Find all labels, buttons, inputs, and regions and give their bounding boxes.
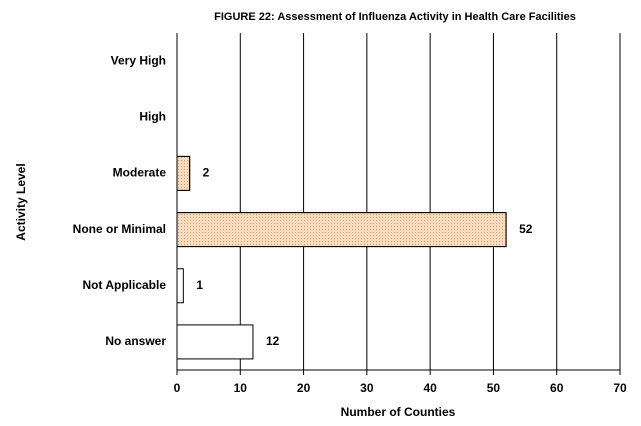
y-tick-label: High bbox=[139, 109, 166, 123]
bar-texture bbox=[176, 212, 507, 248]
data-label: 1 bbox=[196, 278, 203, 292]
chart-title: FIGURE 22: Assessment of Influenza Activ… bbox=[214, 11, 576, 23]
bar bbox=[176, 268, 184, 304]
bar bbox=[176, 324, 254, 360]
x-tick-label: 60 bbox=[550, 381, 564, 395]
bar-texture bbox=[176, 155, 191, 191]
data-label: 52 bbox=[519, 222, 533, 236]
y-tick-label: Very High bbox=[111, 53, 166, 67]
y-tick-label: No answer bbox=[105, 334, 166, 348]
x-tick-label: 50 bbox=[487, 381, 501, 395]
x-tick-label: 30 bbox=[360, 381, 374, 395]
data-label: 12 bbox=[266, 334, 280, 348]
x-tick-label: 70 bbox=[613, 381, 627, 395]
y-tick-label: Moderate bbox=[113, 166, 167, 180]
x-tick-label: 0 bbox=[174, 381, 181, 395]
y-axis-label: Activity Level bbox=[14, 163, 28, 240]
data-label: 2 bbox=[203, 166, 210, 180]
y-tick-label: Not Applicable bbox=[82, 278, 166, 292]
x-axis-label: Number of Counties bbox=[341, 405, 456, 419]
x-tick-label: 10 bbox=[234, 381, 248, 395]
x-tick-label: 40 bbox=[423, 381, 437, 395]
x-tick-label: 20 bbox=[297, 381, 311, 395]
y-tick-label: None or Minimal bbox=[73, 222, 166, 236]
